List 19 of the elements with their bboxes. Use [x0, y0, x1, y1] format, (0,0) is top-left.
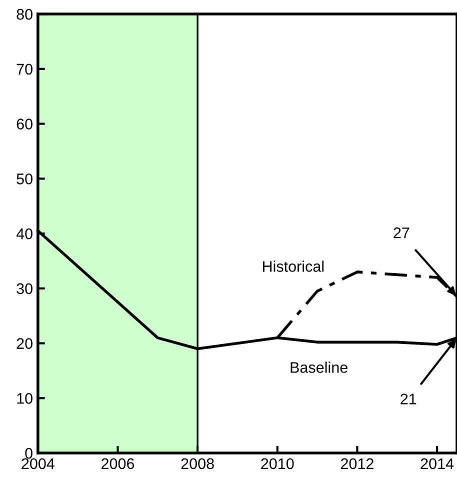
y-tick-label: 30 — [16, 283, 32, 294]
x-tick-label: 2012 — [341, 458, 374, 470]
annotation: 21 — [400, 394, 416, 404]
annotation: 27 — [394, 227, 410, 238]
x-tick-label: 2004 — [22, 458, 54, 470]
x-tick-label: 2014 — [420, 458, 454, 470]
y-tick-label: 40 — [16, 228, 32, 240]
y-tick-label: 70 — [16, 64, 32, 75]
y-tick-label: 0 — [25, 448, 32, 459]
y-tick-label: 80 — [16, 8, 32, 20]
x-tick-label: 2010 — [261, 458, 294, 470]
series-label: Baseline — [290, 362, 348, 373]
y-tick-label: 50 — [16, 174, 32, 184]
y-tick-label: 10 — [17, 393, 32, 404]
y-tick-label: 20 — [16, 338, 32, 349]
x-tick-label: 2008 — [181, 458, 214, 470]
series-label: Historical — [263, 260, 324, 272]
x-tick-label: 2006 — [102, 458, 134, 470]
y-tick-label: 60 — [16, 118, 32, 130]
